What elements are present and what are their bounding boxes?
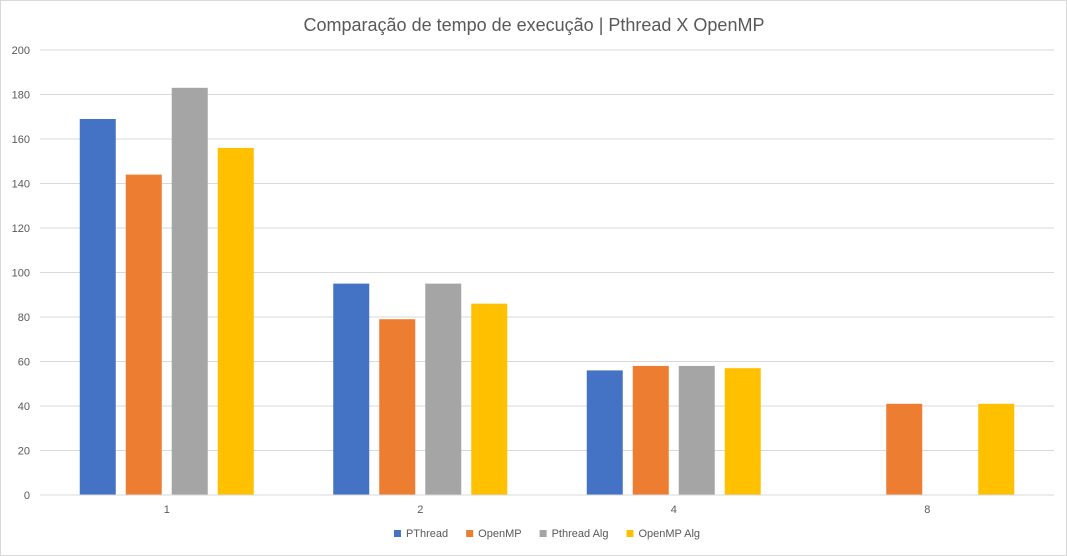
bar-openmp-2 [379, 319, 416, 495]
y-tick-label: 200 [12, 45, 30, 57]
bars [79, 87, 1015, 495]
legend-item: Pthread Alg [539, 528, 609, 540]
chart-title: Comparação de tempo de execução | Pthrea… [304, 15, 765, 35]
x-tick-label: 8 [924, 504, 930, 516]
bar-openmp-alg-8 [978, 403, 1015, 495]
legend-swatch [539, 530, 547, 537]
x-tick-label: 2 [417, 504, 423, 516]
bar-openmp-4 [632, 365, 669, 495]
legend-label: OpenMP Alg [638, 528, 700, 540]
bar-pthread-1 [79, 118, 116, 495]
legend: PThread OpenMP Pthread Alg OpenMP Alg [393, 528, 700, 540]
legend-item: PThread [393, 528, 448, 540]
legend-label: OpenMP [478, 528, 521, 540]
bar-pthread-2 [333, 283, 370, 495]
y-tick-label: 20 [18, 446, 30, 458]
y-tick-label: 120 [12, 223, 30, 235]
y-tick-label: 0 [24, 490, 30, 502]
y-tick-label: 160 [12, 134, 30, 146]
bar-pthread-4 [586, 370, 623, 495]
bar-openmp-alg-4 [724, 368, 761, 495]
x-tick-label: 4 [671, 504, 677, 516]
y-tick-label: 180 [12, 90, 30, 102]
gridlines [40, 49, 1054, 451]
bar-openmp-alg-1 [217, 147, 254, 495]
legend-swatch [626, 530, 634, 537]
y-tick-label: 140 [12, 179, 30, 191]
y-tick-label: 100 [12, 268, 30, 280]
legend-item: OpenMP [466, 528, 522, 540]
legend-label: PThread [406, 528, 448, 540]
bar-openmp-alg-2 [471, 303, 508, 495]
y-tick-label: 60 [18, 357, 30, 369]
bar-openmp-1 [125, 174, 162, 495]
bar-pthread-alg-4 [678, 365, 715, 495]
legend-swatch [393, 530, 401, 537]
bar-openmp-8 [886, 403, 923, 495]
legend-item: OpenMP Alg [626, 528, 700, 540]
legend-label: Pthread Alg [552, 528, 609, 540]
x-tick-label: 1 [164, 504, 170, 516]
bar-pthread-alg-1 [171, 87, 208, 495]
legend-swatch [466, 530, 474, 537]
y-tick-label: 40 [18, 401, 30, 413]
y-tick-label: 80 [18, 312, 30, 324]
bar-pthread-alg-2 [425, 283, 462, 495]
axes: 0 20 40 60 80 100 120 140 160 180 200 1 2 4 8 [12, 45, 1054, 516]
